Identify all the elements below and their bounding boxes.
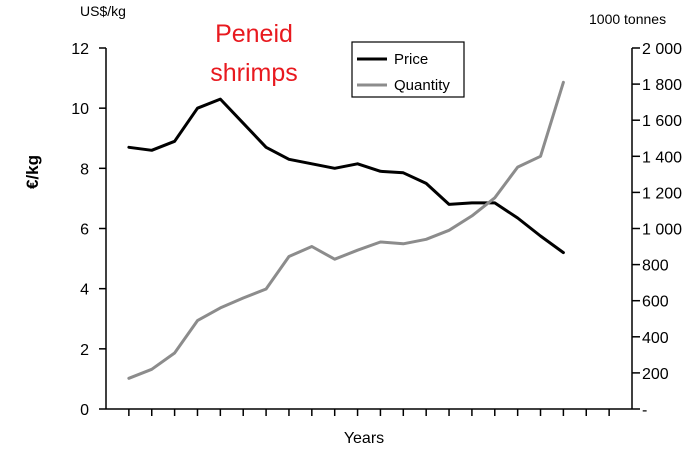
axes-layer: 0 2 4 6 8 10 12 - 200 400 600 800 1 000 1 200 1 400 1 6… bbox=[71, 41, 682, 419]
series-line-quantity bbox=[127, 80, 565, 380]
left-tick-label: 6 bbox=[80, 222, 89, 239]
right-axis-unit: 1000 tonnes bbox=[589, 11, 666, 27]
right-tick-label: 1 400 bbox=[642, 149, 682, 166]
right-tick-label: 400 bbox=[642, 330, 669, 347]
right-tick-label: 800 bbox=[642, 258, 669, 275]
right-tick-label: 1 000 bbox=[642, 222, 682, 239]
y-axis-title: €/kg bbox=[23, 155, 42, 189]
legend: Price Quantity bbox=[351, 41, 465, 98]
series-layer bbox=[127, 80, 565, 380]
left-axis-unit: US$/kg bbox=[80, 3, 126, 19]
label-layer: US$/kg 1000 tonnes €/kg Years Peneid shr… bbox=[23, 3, 666, 447]
legend-box bbox=[351, 41, 465, 98]
series-line-price bbox=[127, 97, 565, 255]
right-tick-label: 2 000 bbox=[642, 41, 682, 58]
left-tick-label: 4 bbox=[80, 282, 89, 299]
x-axis-title: Years bbox=[344, 430, 384, 447]
right-tick-label: 1 200 bbox=[642, 185, 682, 202]
left-tick-label: 12 bbox=[71, 41, 89, 58]
left-tick-label: 0 bbox=[80, 402, 89, 419]
annotation-line-1: Peneid bbox=[215, 20, 293, 48]
left-tick-label: 10 bbox=[71, 101, 89, 118]
annotation-line-2: shrimps bbox=[210, 59, 298, 87]
right-tick-label: 1 600 bbox=[642, 113, 682, 130]
left-tick-label: 2 bbox=[80, 342, 89, 359]
legend-label-price: Price bbox=[394, 51, 428, 68]
left-tick-label: 8 bbox=[80, 161, 89, 178]
right-tick-label: - bbox=[642, 402, 647, 419]
right-tick-label: 600 bbox=[642, 294, 669, 311]
legend-label-quantity: Quantity bbox=[394, 77, 450, 94]
right-tick-label: 200 bbox=[642, 366, 669, 383]
right-tick-label: 1 800 bbox=[642, 77, 682, 94]
